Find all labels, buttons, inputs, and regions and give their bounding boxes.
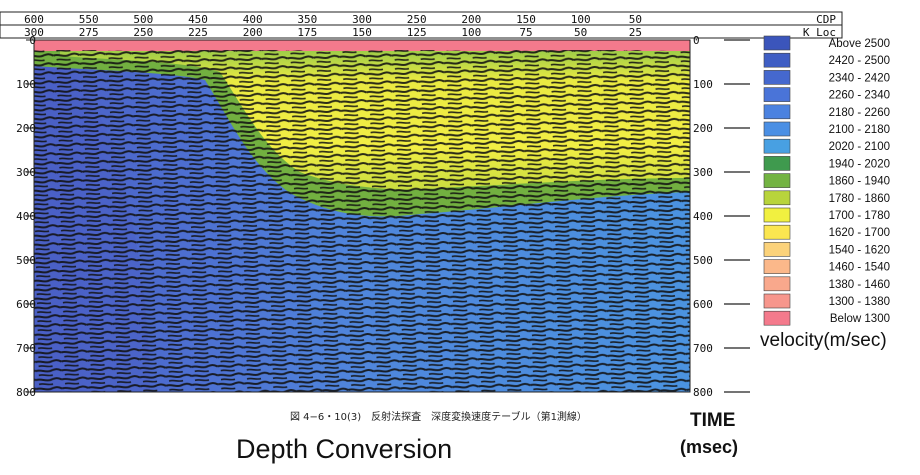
legend-swatch xyxy=(763,276,791,292)
legend-label: Below 1300 xyxy=(830,313,890,325)
left-tick-label: 400 xyxy=(16,210,36,223)
legend-label: 1940 - 2020 xyxy=(829,158,890,170)
kloc-tick-label: 275 xyxy=(79,26,99,39)
kloc-tick-label: 150 xyxy=(352,26,372,39)
legend-label: 2020 - 2100 xyxy=(829,141,890,153)
legend-swatch xyxy=(763,35,791,51)
legend-swatch xyxy=(763,190,791,206)
legend-swatch xyxy=(763,310,791,326)
right-tick-label: 800 xyxy=(693,386,713,399)
left-tick-label: 200 xyxy=(16,122,36,135)
legend-swatch xyxy=(763,121,791,137)
y-axis-label: TIME xyxy=(690,410,736,431)
right-tick-label: 100 xyxy=(693,78,713,91)
right-tick-label: 500 xyxy=(693,254,713,267)
left-tick-label: 500 xyxy=(16,254,36,267)
left-tick-label: 800 xyxy=(16,386,36,399)
cdp-tick-label: 500 xyxy=(133,13,153,26)
kloc-tick-label: 250 xyxy=(133,26,153,39)
left-tick-label: 100 xyxy=(16,78,36,91)
legend-swatch xyxy=(763,242,791,257)
top-axis: 600 550 500 450 400 350 300 250 200 150 100 50 300 2… xyxy=(0,11,843,39)
legend-title: velocity(m/sec) xyxy=(760,330,887,351)
right-tick-label: 600 xyxy=(693,298,713,311)
legend-swatch xyxy=(763,104,791,120)
legend-label: 1860 - 1940 xyxy=(829,176,890,188)
legend-label: 1380 - 1460 xyxy=(829,279,890,291)
kloc-tick-label: 175 xyxy=(297,26,317,39)
velocity-legend: Above 2500 2420 - 2500 2340 - 2420 2260 - 2… xyxy=(763,35,890,326)
right-tick-label: 0 xyxy=(693,34,700,47)
kloc-tick-label: 75 xyxy=(519,26,532,39)
kloc-tick-label: 50 xyxy=(574,26,587,39)
right-time-axis: 0 100 200 300 400 500 600 700 800 xyxy=(693,34,750,399)
right-tick-label: 300 xyxy=(693,166,713,179)
legend-label: 2420 - 2500 xyxy=(829,55,890,67)
cdp-tick-label: 200 xyxy=(461,13,481,26)
kloc-axis-label: K_Loc xyxy=(803,26,836,39)
legend-swatch xyxy=(763,52,791,68)
left-tick-label: 0 xyxy=(29,34,36,47)
legend-swatch xyxy=(763,293,791,309)
left-tick-label: 600 xyxy=(16,298,36,311)
legend-label: 2260 - 2340 xyxy=(829,90,890,102)
legend-swatch xyxy=(763,207,791,223)
cdp-tick-label: 250 xyxy=(407,13,427,26)
cdp-tick-label: 400 xyxy=(243,13,263,26)
legend-swatch xyxy=(763,173,791,188)
left-tick-label: 700 xyxy=(16,342,36,355)
legend-swatch xyxy=(763,156,791,171)
kloc-tick-label: 125 xyxy=(407,26,427,39)
reflector-texture xyxy=(34,50,690,392)
right-tick-label: 200 xyxy=(693,122,713,135)
kloc-tick-label: 100 xyxy=(461,26,481,39)
right-tick-label: 700 xyxy=(693,342,713,355)
legend-swatch xyxy=(763,259,791,274)
kloc-tick-label: 300 xyxy=(24,26,44,39)
cdp-axis-label: CDP xyxy=(816,13,836,26)
y-axis-unit: (msec) xyxy=(680,437,739,457)
right-tick-label: 400 xyxy=(693,210,713,223)
legend-swatch xyxy=(763,224,791,240)
legend-label: 1540 - 1620 xyxy=(829,244,890,256)
kloc-tick-label: 225 xyxy=(188,26,208,39)
legend-label: 2100 - 2180 xyxy=(829,124,890,136)
kloc-tick-label: 25 xyxy=(629,26,642,39)
chart-title: Depth Conversion xyxy=(236,434,453,464)
cdp-tick-label: 600 xyxy=(24,13,44,26)
legend-label: 1460 - 1540 xyxy=(829,262,890,274)
figure-caption: 図 4−6・10(3) 反射法探査 深度変換速度テーブル（第1測線） xyxy=(290,412,587,423)
legend-label: 2340 - 2420 xyxy=(829,72,890,84)
cdp-tick-label: 350 xyxy=(297,13,317,26)
kloc-tick-label: 200 xyxy=(243,26,263,39)
cdp-tick-label: 100 xyxy=(571,13,591,26)
left-time-axis: 0 100 200 300 400 500 600 700 800 xyxy=(16,34,36,399)
legend-label: 1300 - 1380 xyxy=(829,296,890,308)
legend-swatch xyxy=(763,70,791,85)
cdp-tick-label: 450 xyxy=(188,13,208,26)
legend-label: Above 2500 xyxy=(829,38,890,50)
legend-label: 1700 - 1780 xyxy=(829,210,890,222)
cdp-tick-label: 150 xyxy=(516,13,536,26)
legend-label: 2180 - 2260 xyxy=(829,107,890,119)
legend-label: 1620 - 1700 xyxy=(829,227,890,239)
cdp-tick-label: 300 xyxy=(352,13,372,26)
zone-surface xyxy=(34,40,690,51)
seismic-section xyxy=(34,40,690,392)
legend-swatch xyxy=(763,138,791,154)
legend-label: 1780 - 1860 xyxy=(829,193,890,205)
left-tick-label: 300 xyxy=(16,166,36,179)
cdp-tick-label: 50 xyxy=(629,13,642,26)
cdp-tick-label: 550 xyxy=(79,13,99,26)
legend-swatch xyxy=(763,87,791,102)
